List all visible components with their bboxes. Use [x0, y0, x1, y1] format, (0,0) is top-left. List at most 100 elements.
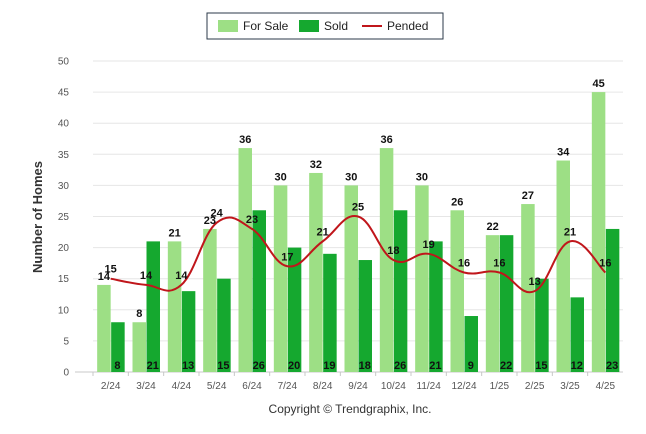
data-label-pended: 16: [599, 257, 611, 269]
bar-for-sale: [238, 148, 252, 372]
legend-label-for-sale: For Sale: [243, 19, 289, 33]
x-tick-label: 4/25: [596, 381, 616, 392]
x-tick-label: 4/24: [172, 381, 192, 392]
data-label-sold: 18: [359, 360, 371, 372]
bar-sold: [535, 278, 549, 372]
x-tick-label: 5/24: [207, 381, 227, 392]
x-tick-label: 12/24: [451, 381, 476, 392]
y-tick-label: 35: [58, 150, 70, 161]
x-tick-label: 3/24: [136, 381, 156, 392]
data-label-for-sale: 14: [98, 271, 111, 283]
data-label-sold: 15: [535, 360, 547, 372]
bar-for-sale: [273, 185, 288, 372]
y-tick-label: 25: [58, 212, 70, 223]
data-label-pended: 25: [352, 202, 364, 214]
copyright-credit: Copyright © Trendgraphix, Inc.: [269, 402, 432, 416]
x-tick-label: 1/25: [490, 381, 510, 392]
y-tick-label: 15: [58, 274, 70, 285]
data-label-sold: 9: [468, 360, 474, 372]
legend-swatch-for-sale: [218, 20, 238, 32]
data-label-for-sale: 45: [592, 78, 604, 90]
data-label-for-sale: 36: [380, 134, 392, 146]
data-label-pended: 14: [140, 270, 153, 282]
data-label-pended: 16: [458, 257, 470, 269]
x-tick-label: 9/24: [348, 381, 368, 392]
data-label-pended: 18: [387, 245, 399, 257]
data-label-for-sale: 36: [239, 134, 251, 146]
bar-for-sale: [203, 228, 217, 372]
bar-for-sale: [485, 235, 500, 372]
data-label-pended: 19: [423, 239, 435, 251]
bar-sold: [570, 297, 584, 372]
bar-sold: [252, 210, 266, 372]
y-tick-label: 5: [63, 336, 69, 347]
bar-for-sale: [132, 322, 146, 372]
data-label-for-sale: 23: [204, 215, 216, 227]
y-tick-label: 0: [63, 368, 69, 379]
data-label-pended: 14: [175, 270, 188, 282]
x-tick-label: 10/24: [381, 381, 406, 392]
y-tick-label: 40: [58, 119, 70, 130]
data-label-pended: 21: [564, 226, 576, 238]
bar-sold: [287, 247, 302, 372]
bar-for-sale: [556, 160, 570, 372]
data-label-sold: 15: [217, 360, 229, 372]
data-labels: 14 8 8 21 21 13 23 15 36 26 30 20 32 19 30 18 36 26 30 21 26…: [98, 78, 618, 372]
data-label-sold: 26: [394, 360, 406, 372]
x-tick-label: 7/24: [278, 381, 298, 392]
legend-label-sold: Sold: [324, 19, 348, 33]
data-label-for-sale: 27: [522, 190, 534, 202]
y-tick-label: 50: [58, 57, 70, 68]
data-label-sold: 13: [182, 360, 194, 372]
bar-sold: [393, 210, 408, 372]
y-tick-label: 20: [58, 243, 70, 254]
y-tick-label: 45: [58, 88, 70, 99]
data-label-pended: 13: [529, 276, 541, 288]
x-tick-label: 3/25: [560, 381, 580, 392]
bar-sold: [499, 235, 514, 372]
data-label-for-sale: 26: [451, 196, 463, 208]
data-label-pended: 23: [246, 214, 258, 226]
x-tick-label: 11/24: [417, 381, 442, 392]
data-label-sold: 19: [323, 360, 335, 372]
bar-sold: [111, 322, 125, 372]
bar-for-sale: [97, 284, 111, 372]
data-label-sold: 22: [500, 360, 512, 372]
pended-line: [110, 215, 607, 294]
bar-sold: [181, 291, 196, 372]
bar-sold: [146, 241, 160, 372]
data-label-sold: 12: [571, 360, 583, 372]
bar-sold: [605, 228, 620, 372]
data-label-sold: 20: [288, 360, 300, 372]
x-tick-label: 6/24: [242, 381, 262, 392]
bar-sold: [217, 278, 231, 372]
data-label-for-sale: 30: [416, 171, 428, 183]
legend-label-pended: Pended: [387, 19, 428, 33]
data-label-pended: 16: [493, 257, 505, 269]
data-label-for-sale: 22: [486, 221, 498, 233]
data-label-for-sale: 30: [345, 171, 357, 183]
data-label-pended: 15: [105, 264, 117, 276]
bar-for-sale: [379, 148, 394, 372]
data-label-sold: 21: [147, 360, 159, 372]
x-tick-label: 8/24: [313, 381, 333, 392]
data-label-pended: 24: [211, 208, 224, 220]
data-label-for-sale: 34: [557, 147, 570, 159]
bar-sold: [323, 253, 337, 372]
bar-for-sale: [309, 172, 323, 372]
data-label-sold: 23: [606, 360, 618, 372]
bar-for-sale: [415, 185, 429, 372]
bar-for-sale: [591, 92, 606, 372]
data-label-sold: 21: [429, 360, 441, 372]
bar-for-sale: [521, 204, 535, 372]
bar-for-sale: [344, 185, 358, 372]
x-tick-label: 2/24: [101, 381, 121, 392]
legend: For Sale Sold Pended: [206, 12, 444, 40]
data-label-for-sale: 21: [168, 227, 180, 239]
bar-for-sale: [167, 241, 182, 372]
data-label-pended: 17: [281, 251, 293, 263]
data-label-pended: 21: [317, 226, 329, 238]
y-axis-title: Number of Homes: [30, 161, 45, 273]
y-tick-label: 30: [58, 181, 70, 192]
